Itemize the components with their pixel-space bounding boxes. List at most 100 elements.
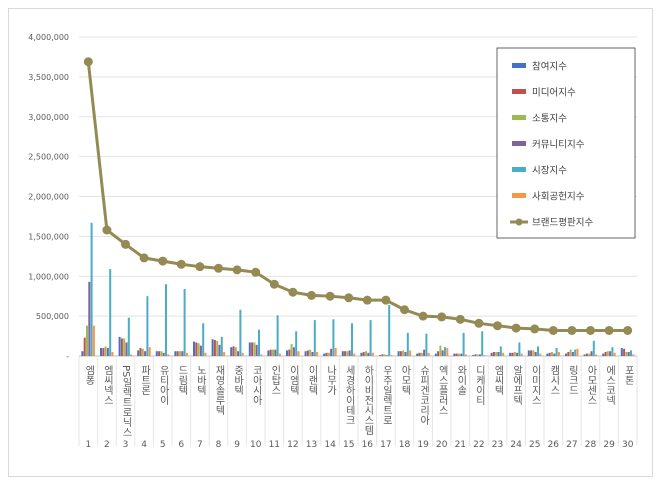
bar-사회공헌지수 [446, 348, 449, 356]
category-label: 아모센스 [585, 365, 597, 405]
bar-사회공헌지수 [576, 348, 579, 356]
rank-label: 22 [473, 440, 484, 450]
bar-소통지수 [420, 352, 423, 356]
rank-label: 30 [622, 440, 634, 450]
bar-소통지수 [272, 349, 274, 356]
rank-label: 2 [104, 440, 110, 450]
bar-시장지수 [332, 319, 335, 356]
category-label: 우주일렉트로 [380, 365, 392, 425]
bar-소통지수 [197, 343, 200, 356]
bar-미디어지수 [176, 351, 179, 356]
legend-swatch [512, 63, 526, 68]
bar-소통지수 [588, 353, 591, 356]
y-tick-label: 2,500,000 [28, 153, 69, 162]
bar-미디어지수 [120, 338, 123, 356]
bar-소통지수 [402, 350, 405, 356]
bar-사회공헌지수 [316, 352, 319, 356]
bar-시장지수 [258, 329, 260, 356]
bar-소통지수 [309, 349, 312, 356]
line-point [158, 256, 168, 266]
bar-참여지수 [620, 348, 623, 356]
category-label: 이미지스 [529, 365, 541, 405]
bar-참여지수 [323, 353, 326, 356]
legend-label: 사회공헌지수 [532, 192, 585, 203]
bar-커뮤니티지수 [404, 352, 407, 356]
bar-소통지수 [179, 351, 181, 356]
bar-시장지수 [555, 348, 558, 356]
category-label: 링크드 [566, 365, 578, 395]
bar-사회공헌지수 [185, 352, 188, 356]
bar-참여지수 [472, 355, 474, 356]
bar-미디어지수 [418, 352, 421, 356]
y-tick-label: 2,000,000 [28, 193, 69, 202]
bar-커뮤니티지수 [441, 350, 444, 356]
line-point [121, 239, 130, 249]
bar-사회공헌지수 [111, 352, 114, 356]
rank-label: 10 [250, 440, 262, 450]
bar-커뮤니티지수 [460, 353, 463, 356]
category-label: PS일렉트로닉스 [120, 365, 132, 437]
category-label: 와이솔 [455, 365, 467, 395]
line-point [567, 325, 577, 335]
bar-사회공헌지수 [502, 352, 505, 356]
line-point [474, 318, 484, 328]
bar-미디어지수 [604, 352, 607, 356]
line-point [362, 295, 372, 305]
bar-미디어지수 [381, 354, 384, 356]
bar-시장지수 [202, 323, 205, 356]
category-label: 캠시스 [548, 365, 560, 395]
bar-미디어지수 [269, 349, 272, 356]
bar-참여지수 [434, 353, 437, 356]
bar-사회공헌지수 [334, 348, 337, 356]
bar-참여지수 [397, 351, 400, 356]
bar-커뮤니티지수 [627, 352, 630, 356]
rank-label: 18 [399, 440, 411, 450]
bar-시장지수 [146, 296, 149, 356]
bar-미디어지수 [195, 342, 198, 356]
bar-시장지수 [444, 347, 446, 356]
bar-소통지수 [495, 352, 498, 356]
bar-소통지수 [606, 351, 609, 356]
bar-미디어지수 [530, 350, 533, 356]
line-point [511, 323, 521, 333]
legend-swatch [512, 89, 526, 94]
bar-미디어지수 [492, 352, 495, 356]
bar-참여지수 [379, 355, 381, 356]
bar-시장지수 [462, 332, 465, 356]
rank-label: 27 [566, 440, 577, 450]
bar-소통지수 [234, 347, 237, 356]
legend-label: 커뮤니티지수 [532, 140, 585, 151]
category-label: 디케이티 [473, 365, 485, 406]
bar-커뮤니티지수 [348, 350, 351, 356]
bar-미디어지수 [437, 351, 440, 356]
bar-미디어지수 [567, 352, 570, 356]
bar-시장지수 [351, 323, 353, 356]
bar-소통지수 [104, 346, 107, 356]
bar-시장지수 [183, 289, 186, 356]
bar-커뮤니티지수 [162, 352, 165, 356]
category-label: 중바텍 [232, 365, 244, 396]
bar-소통지수 [513, 352, 516, 356]
bar-시장지수 [406, 332, 409, 356]
bar-미디어지수 [213, 340, 216, 356]
bar-시장지수 [90, 222, 93, 356]
bar-미디어지수 [455, 353, 458, 356]
bar-사회공헌지수 [223, 352, 226, 356]
line-point [214, 263, 223, 273]
category-label: 포톤 [622, 365, 634, 385]
rank-label: 15 [343, 440, 354, 450]
bar-참여지수 [509, 352, 512, 356]
bar-사회공헌지수 [167, 354, 170, 356]
line-point [195, 262, 205, 272]
bar-시장지수 [518, 342, 521, 356]
bar-커뮤니티지수 [255, 344, 258, 356]
bar-사회공헌지수 [130, 354, 133, 356]
bar-사회공헌지수 [632, 354, 635, 356]
bar-참여지수 [174, 351, 177, 356]
bar-소통지수 [383, 354, 386, 356]
line-point [623, 325, 633, 335]
chart-frame: - 500,000 1,000,000 1,500,000 2,000,000 2,500… [8, 8, 653, 477]
bar-미디어지수 [399, 351, 402, 356]
bar-커뮤니티지수 [367, 352, 370, 356]
bar-참여지수 [304, 351, 307, 356]
